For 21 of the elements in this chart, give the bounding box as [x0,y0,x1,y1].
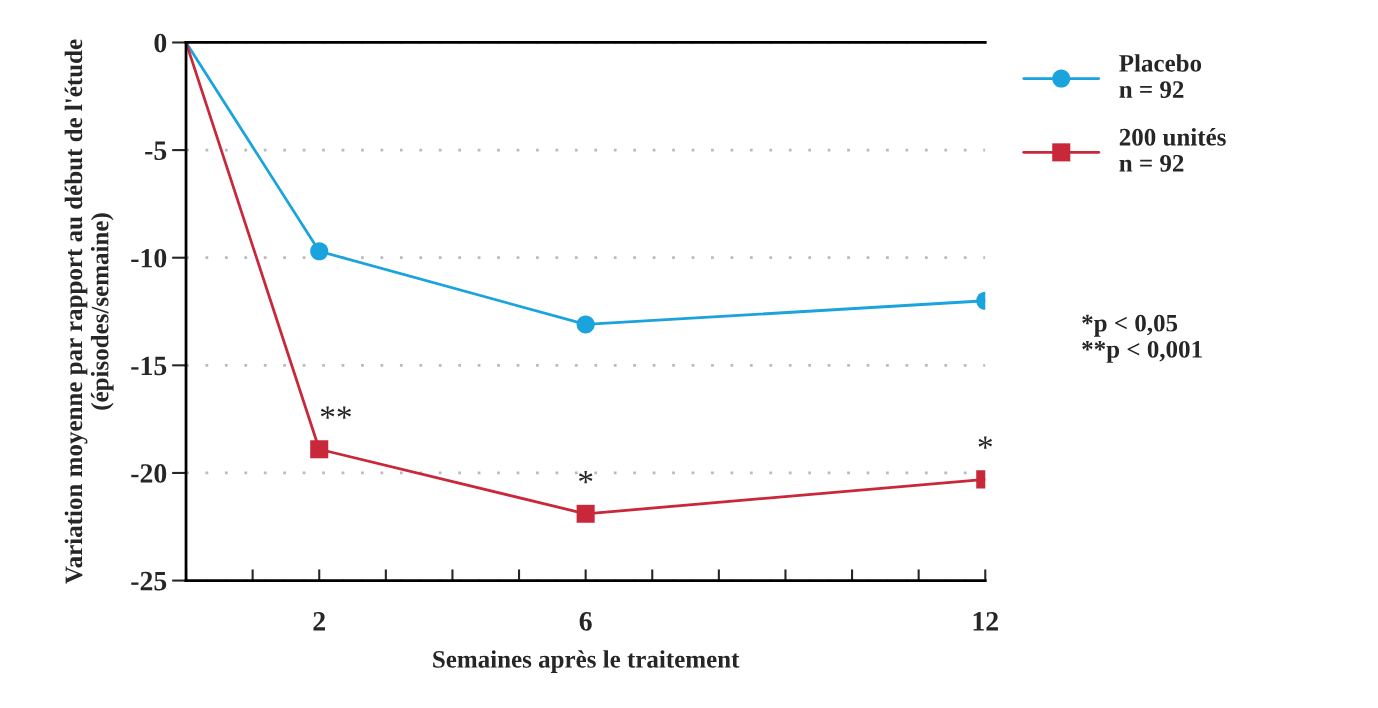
text: *p < 0,05 **p < 0,001 [1082,314,1202,363]
point [310,440,329,459]
legend-label: Placebo n = 92 [1119,54,1202,98]
y-tick-label: 0 [154,33,167,53]
x-axis-title: Semaines après le traitement [433,650,740,673]
annotation: * [978,436,993,449]
y-tick-label: -15 [131,356,167,376]
y-tick-label: -10 [131,248,167,268]
point [576,504,595,523]
y-tick-label: -25 [131,571,167,591]
y-axis-title: Variation moyenne par rapport au début de l'étude (épisodes/semaine) [64,39,114,584]
annotation: ** [320,406,351,419]
point [576,315,595,334]
legend-label: 200 unités n = 92 [1119,128,1226,172]
y-tick-label: -20 [131,464,167,483]
y-tick-label: -5 [145,141,167,161]
x-tick-label: 12 [973,612,998,631]
point [310,242,329,261]
x-tick-label: 6 [579,612,592,631]
x-tick-label: 2 [313,612,325,631]
annotation: * [578,471,593,484]
